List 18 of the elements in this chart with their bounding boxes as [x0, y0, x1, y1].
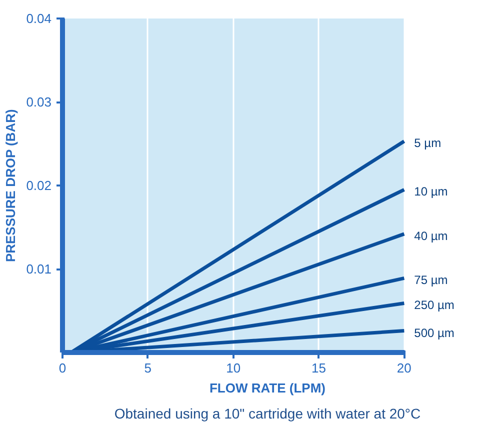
- series-label: 5 µm: [414, 136, 442, 150]
- series-label: 75 µm: [414, 273, 448, 288]
- text: Obtained using a 10" cartridge with water at 20°C: [114, 406, 421, 422]
- series-label: 10 µm: [414, 184, 448, 199]
- y-tick-label: 0.01: [26, 262, 52, 276]
- series-label: 500 µm: [414, 326, 454, 340]
- series-label: 40 µm: [414, 228, 448, 243]
- y-tick-label: 0.04: [26, 11, 52, 26]
- x-tick-label: 20: [396, 360, 412, 376]
- x-axis-title: FLOW RATE (LPM): [209, 380, 326, 396]
- y-axis-title: PRESSURE DROP (BAR): [3, 109, 18, 262]
- series-label: 250 µm: [414, 298, 454, 312]
- x-tick-label: 10: [226, 360, 241, 376]
- y-tick-label: 0.02: [26, 178, 52, 193]
- x-tick-label: 5: [144, 360, 152, 376]
- x-tick-label: 15: [312, 360, 326, 376]
- y-tick-label: 0.03: [26, 94, 52, 110]
- x-tick-label: 0: [58, 360, 66, 376]
